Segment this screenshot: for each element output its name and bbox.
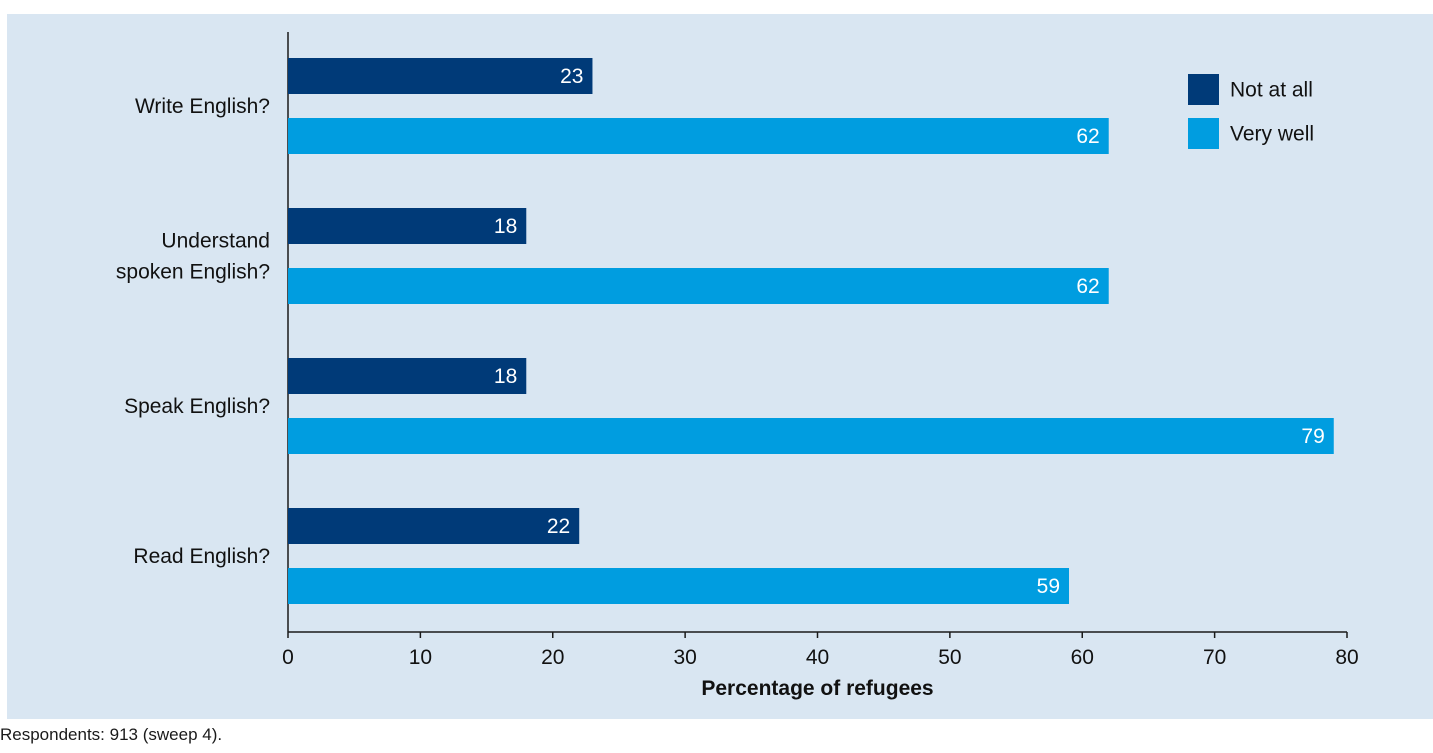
x-tick-label: 60 [1071,646,1094,669]
x-tick-label: 80 [1335,646,1358,669]
bar-value-label: 59 [1037,575,1060,598]
x-axis-label: Percentage of refugees [701,677,933,700]
x-tick-label: 20 [541,646,564,669]
chart-title-strip [0,0,1433,14]
legend-swatch-not-at-all [1188,74,1219,105]
x-tick-label: 70 [1203,646,1226,669]
y-category-label: Understand [161,230,270,253]
y-category-label: Speak English? [124,395,270,418]
bar-very-well [288,568,1070,604]
y-category-label: Read English? [133,545,270,568]
bar-chart: 0 10 20 30 40 50 60 70 80 Percentage of refugees 2… [116,32,1359,700]
legend-label: Not at all [1230,79,1313,102]
bar-very-well [288,418,1334,454]
x-tick-label: 0 [282,646,294,669]
footnote: Respondents: 913 (sweep 4). [0,725,223,744]
x-tick-label: 40 [806,646,829,669]
bar-value-label: 18 [494,365,517,388]
x-tick-label: 30 [673,646,696,669]
bar-very-well [288,118,1109,154]
x-tick-label: 50 [938,646,961,669]
y-category-label: Write English? [135,95,270,118]
chart-panel: 0 10 20 30 40 50 60 70 80 Percentage of refugees 2… [7,14,1433,719]
x-tick-label: 10 [409,646,432,669]
bar-value-label: 79 [1301,425,1324,448]
bar-value-label: 23 [560,65,583,88]
legend-label: Very well [1230,123,1314,146]
bar-not-at-all [288,508,580,544]
bar-value-label: 62 [1076,275,1099,298]
bar-not-at-all [288,58,593,94]
bar-not-at-all [288,358,527,394]
bar-very-well [288,268,1109,304]
bar-value-label: 18 [494,215,517,238]
bar-value-label: 22 [547,515,570,538]
y-category-label: spoken English? [116,261,270,284]
legend-swatch-very-well [1188,118,1219,149]
bar-not-at-all [288,208,527,244]
bar-value-label: 62 [1076,125,1099,148]
